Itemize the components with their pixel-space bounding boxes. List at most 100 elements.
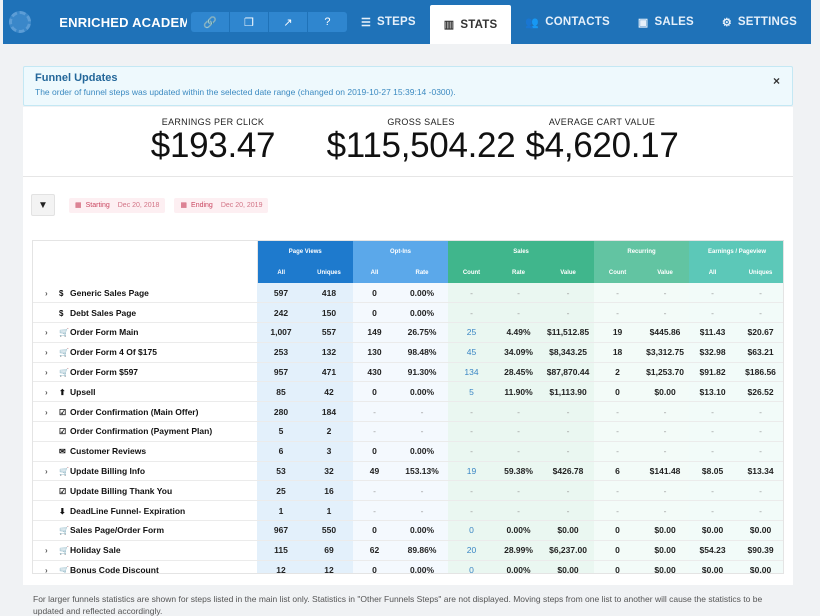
- tab-stats[interactable]: ▥ STATS: [429, 5, 512, 44]
- col-header[interactable]: All: [689, 262, 737, 283]
- step-name-cell[interactable]: ☑ Order Confirmation (Payment Plan): [33, 421, 257, 442]
- filter-icon[interactable]: ▼: [31, 194, 55, 216]
- step-name-cell[interactable]: › 🛒Order Form $597: [33, 362, 257, 383]
- step-name-cell[interactable]: 🛒Sales Page/Order Form: [33, 520, 257, 541]
- stat-cell: -: [641, 302, 690, 324]
- tab-settings[interactable]: ⚙ SETTINGS: [708, 0, 811, 44]
- starting-date-chip[interactable]: ▦ Starting Dec 20, 2018: [69, 197, 166, 213]
- col-header[interactable]: Uniques: [736, 262, 783, 283]
- tab-label: SALES: [654, 16, 694, 28]
- col-header[interactable]: Value: [542, 262, 595, 283]
- chevron-right-icon[interactable]: ›: [45, 546, 48, 556]
- step-name-cell[interactable]: ✉ Customer Reviews: [33, 441, 257, 462]
- external-link-icon[interactable]: ↗: [269, 12, 308, 32]
- chevron-right-icon[interactable]: ›: [45, 328, 48, 338]
- stat-cell[interactable]: 25: [448, 322, 496, 343]
- metric-value: $4,620.17: [525, 126, 679, 165]
- stat-cell: 132: [305, 342, 354, 363]
- table-row[interactable]: › ☑ Order Confirmation (Main Offer) 280 184-…: [33, 401, 783, 423]
- table-row[interactable]: 🛒Sales Page/Order Form 967 550 0 0.00% 0 0.00%…: [33, 520, 783, 541]
- table-row[interactable]: ☑ Order Confirmation (Payment Plan) 5 2- - - -…: [33, 421, 783, 442]
- chevron-right-icon[interactable]: ›: [45, 368, 48, 378]
- stat-cell[interactable]: 134: [448, 362, 496, 383]
- stat-cell: 91.30%: [396, 362, 449, 383]
- stat-cell: -: [448, 401, 496, 423]
- chevron-right-icon[interactable]: ›: [45, 407, 48, 417]
- tab-steps[interactable]: ☰ STEPS: [347, 0, 430, 44]
- stat-cell: -: [396, 480, 449, 502]
- metric-earnings-per-click: EARNINGS PER CLICK $193.47: [148, 117, 278, 166]
- stat-cell: 430: [353, 362, 397, 383]
- chevron-right-icon[interactable]: ›: [45, 467, 48, 477]
- tab-sales[interactable]: ▣ SALES: [624, 0, 708, 44]
- stat-cell: 28.99%: [495, 540, 543, 561]
- col-header[interactable]: Count: [448, 262, 496, 283]
- stat-cell: 4.49%: [495, 322, 543, 343]
- col-header[interactable]: Rate: [495, 262, 543, 283]
- table-row[interactable]: › $ Generic Sales Page 597 418 0 0.00% - - - - - - -: [33, 283, 783, 304]
- table-row[interactable]: › 🛒Order Form 4 Of $175 253 132 130 98.48% 45 3…: [33, 342, 783, 363]
- col-header[interactable]: Value: [641, 262, 690, 283]
- stat-cell: 597: [257, 283, 305, 304]
- stat-cell: 16: [305, 480, 354, 502]
- close-icon[interactable]: ×: [772, 74, 780, 88]
- ending-date-chip[interactable]: ▦ Ending Dec 20, 2019: [174, 197, 269, 213]
- help-icon[interactable]: ?: [324, 16, 331, 28]
- stat-cell[interactable]: 5: [448, 381, 496, 403]
- step-name-cell[interactable]: $ Debt Sales Page: [33, 302, 257, 324]
- table-row[interactable]: ⬇ DeadLine Funnel- Expiration 1 1- - - - - - - - -: [33, 500, 783, 522]
- step-name: Holiday Sale: [70, 545, 121, 556]
- table-row[interactable]: › 🛒Bonus Code Discount 12 12 0 0.00% 0 0.00% $0.…: [33, 560, 783, 574]
- table-row[interactable]: › 🛒Holiday Sale 115 69 62 89.86% 20 28.99% $6,23…: [33, 540, 783, 561]
- chevron-right-icon[interactable]: ›: [45, 288, 48, 298]
- stat-cell: 0: [353, 302, 397, 324]
- stat-cell: -: [495, 500, 543, 522]
- step-name-cell[interactable]: › 🛒Holiday Sale: [33, 540, 257, 561]
- funnel-title[interactable]: ENRICHED ACADEMY - S...: [59, 14, 187, 30]
- stat-cell: 130: [353, 342, 397, 363]
- tab-contacts[interactable]: 👥 CONTACTS: [511, 0, 624, 44]
- starting-label: Starting: [85, 201, 110, 209]
- table-row[interactable]: ✉ Customer Reviews 6 3 0 0.00% - - - - - - -: [33, 441, 783, 462]
- stat-cell: -: [689, 421, 737, 442]
- stat-cell: 6: [257, 441, 305, 462]
- chevron-right-icon[interactable]: ›: [45, 348, 48, 358]
- table-row[interactable]: › 🛒Update Billing Info 53 32 49 153.13% 19 59.3…: [33, 461, 783, 482]
- chevron-right-icon[interactable]: ›: [45, 387, 48, 397]
- table-row[interactable]: › ⬆ Upsell 85 42 0 0.00% 5 11.90% $1,113.90 0 $0.00…: [33, 381, 783, 403]
- step-name-cell[interactable]: › 🛒Order Form 4 Of $175: [33, 342, 257, 363]
- col-header[interactable]: Rate: [396, 262, 449, 283]
- stat-cell: -: [689, 500, 737, 522]
- table-row[interactable]: › 🛒Order Form Main 1,007 557 149 26.75% 25 4.49…: [33, 322, 783, 343]
- stat-cell[interactable]: 19: [448, 461, 496, 482]
- stat-cell: -: [448, 500, 496, 522]
- step-name-cell[interactable]: › ⬆ Upsell: [33, 381, 257, 403]
- stat-cell[interactable]: 20: [448, 540, 496, 561]
- col-header[interactable]: Count: [594, 262, 642, 283]
- step-name-cell[interactable]: › 🛒Update Billing Info: [33, 461, 257, 482]
- col-header[interactable]: All: [257, 262, 305, 283]
- link-icon[interactable]: 🔗: [191, 12, 230, 32]
- table-row[interactable]: › 🛒Order Form $597 957 471 430 91.30% 134 28.45…: [33, 362, 783, 383]
- step-name-cell[interactable]: › 🛒Bonus Code Discount: [33, 560, 257, 574]
- step-name-cell[interactable]: › $ Generic Sales Page: [33, 283, 257, 304]
- step-name-cell[interactable]: ☑ Update Billing Thank You: [33, 480, 257, 502]
- dollar-icon: $: [59, 288, 64, 298]
- step-name-cell[interactable]: ⬇ DeadLine Funnel- Expiration: [33, 500, 257, 522]
- stat-cell[interactable]: 0: [448, 560, 496, 573]
- col-header[interactable]: All: [353, 262, 397, 283]
- stat-cell[interactable]: 0: [448, 520, 496, 541]
- logo[interactable]: [3, 0, 37, 44]
- col-header[interactable]: Uniques: [305, 262, 354, 283]
- table-row[interactable]: ☑ Update Billing Thank You 25 16- - - - - - - - -: [33, 480, 783, 502]
- step-name-cell[interactable]: › 🛒Order Form Main: [33, 322, 257, 343]
- copy-icon[interactable]: ❐: [230, 12, 269, 32]
- stat-cell: -: [641, 441, 690, 462]
- table-row[interactable]: $ Debt Sales Page 242 150 0 0.00% - - - - - - -: [33, 302, 783, 324]
- stat-cell: -: [641, 480, 690, 502]
- step-name-cell[interactable]: › ☑ Order Confirmation (Main Offer): [33, 401, 257, 423]
- chevron-right-icon[interactable]: ›: [45, 566, 48, 574]
- stat-cell: 12: [305, 560, 354, 573]
- stat-cell[interactable]: 45: [448, 342, 496, 363]
- download-icon: ⬇: [59, 506, 66, 516]
